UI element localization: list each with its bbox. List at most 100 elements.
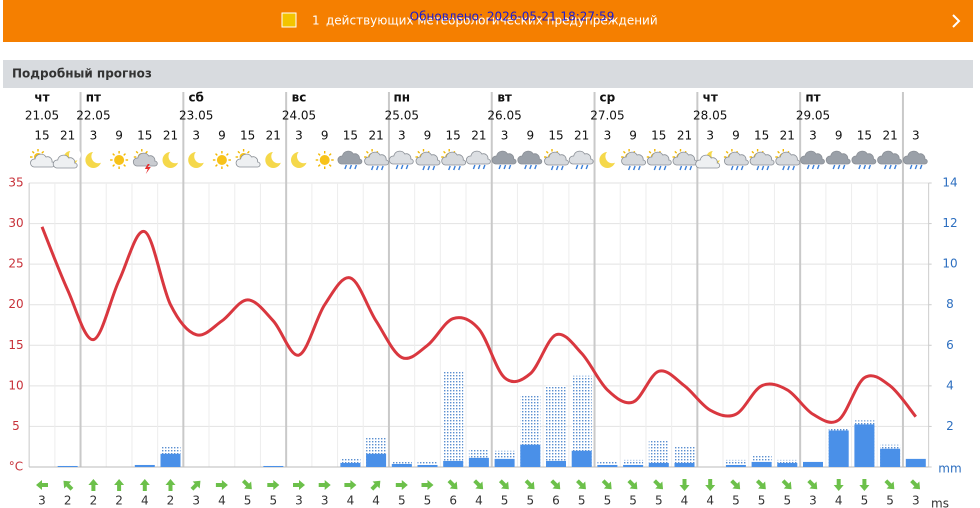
rain-drop <box>868 164 872 170</box>
cloud <box>544 151 569 166</box>
sky-icon <box>52 148 81 169</box>
weekday: ср <box>600 91 616 105</box>
hour-label: 9 <box>526 129 534 143</box>
cloud <box>52 154 78 169</box>
hour-label: 21 <box>780 129 795 143</box>
bolt <box>144 164 151 174</box>
wind-speed: 4 <box>218 494 226 508</box>
precip-bar <box>443 371 464 467</box>
wind-arrow <box>884 479 895 490</box>
hour-label: 9 <box>321 129 329 143</box>
precip-bar <box>751 461 772 467</box>
rain-drop <box>427 165 431 171</box>
rain-drop <box>689 165 693 171</box>
sky-icon <box>672 149 698 171</box>
wind-speed: 5 <box>861 494 869 508</box>
rain-drop <box>550 165 554 171</box>
rain-drop <box>405 164 409 170</box>
rain-drop <box>919 164 923 170</box>
wind-speed: 4 <box>706 494 714 508</box>
sky-icon <box>315 151 334 169</box>
sky-icon <box>568 150 594 170</box>
warning-banner[interactable] <box>3 0 973 42</box>
moon-shadow <box>194 149 208 164</box>
wind-arrow <box>601 479 612 490</box>
arrow-shape <box>781 479 792 490</box>
precip-bar <box>494 458 515 467</box>
precip-bar <box>648 462 669 467</box>
rain-drop <box>498 164 502 170</box>
moon-shadow <box>605 149 619 164</box>
rain-drop <box>756 165 760 171</box>
hour-label: 3 <box>398 129 406 143</box>
sun-ray <box>674 150 678 154</box>
rain-drop <box>524 164 527 170</box>
warning-icon <box>281 12 297 28</box>
arrow-shape <box>498 479 509 490</box>
arrow-shape <box>601 479 612 490</box>
cloud <box>30 153 55 168</box>
sun-ray <box>328 153 332 156</box>
rain-drop <box>632 165 636 171</box>
sky-icon <box>364 149 389 171</box>
sky-icon <box>291 149 311 168</box>
rain-drop <box>349 164 353 170</box>
cloud <box>466 150 491 165</box>
arrow-shape <box>421 480 434 490</box>
wind-arrow <box>165 479 176 491</box>
sky-icon <box>825 150 851 170</box>
rain-drop <box>637 165 641 171</box>
date: 28.05 <box>693 109 727 123</box>
precip-bar <box>391 463 412 467</box>
y-tick-label: 15 <box>8 338 23 352</box>
sun-ray <box>417 150 421 154</box>
rain-drop <box>735 165 739 171</box>
precip-bar <box>674 462 695 467</box>
cloud <box>825 150 851 165</box>
hour-label: 15 <box>137 129 152 143</box>
cloud <box>491 150 517 165</box>
precip-bar <box>571 375 592 467</box>
rain-drop <box>663 165 667 171</box>
wind-arrow <box>139 479 150 491</box>
rain-drop <box>395 164 399 170</box>
cloud <box>749 151 775 166</box>
date: 25.05 <box>385 109 419 123</box>
arrow-shape <box>447 479 458 490</box>
precip-bar <box>546 385 566 467</box>
wind-speed: 3 <box>192 494 200 508</box>
sky-icon <box>877 150 902 170</box>
wind-speed: 5 <box>629 494 637 508</box>
wind-speed: 6 <box>552 494 560 508</box>
precip-bar <box>880 448 901 467</box>
arrow-shape <box>884 479 895 490</box>
wind-arrow <box>293 480 305 490</box>
precip-bar <box>854 424 875 467</box>
sky-icon <box>30 149 55 168</box>
sky-icon <box>337 150 363 170</box>
precip-bar <box>417 464 438 467</box>
rain-drop <box>816 164 820 170</box>
arrow-shape <box>370 480 381 491</box>
wind-arrow <box>114 479 125 491</box>
wind-speed: 3 <box>321 494 329 508</box>
precip-bar <box>546 460 566 467</box>
sky-icon <box>749 149 775 171</box>
wind-speed: 5 <box>501 494 509 508</box>
sun-ray <box>328 164 332 167</box>
warning-count: 1 <box>312 14 320 28</box>
wind-speed: 5 <box>655 494 663 508</box>
wind-speed: 5 <box>604 494 612 508</box>
wind-arrow <box>63 480 74 491</box>
arrow-shape <box>679 479 690 491</box>
date: 21.05 <box>25 109 59 123</box>
wind-speed: 5 <box>783 494 791 508</box>
rain-drop <box>627 165 631 171</box>
rain-drop <box>560 165 564 171</box>
hour-label: 15 <box>446 129 461 143</box>
section-title: Подробный прогноз <box>12 67 152 81</box>
wind-arrow <box>36 480 48 490</box>
hour-label: 21 <box>60 129 75 143</box>
rain-drop <box>787 165 790 171</box>
rain-drop <box>477 164 481 170</box>
